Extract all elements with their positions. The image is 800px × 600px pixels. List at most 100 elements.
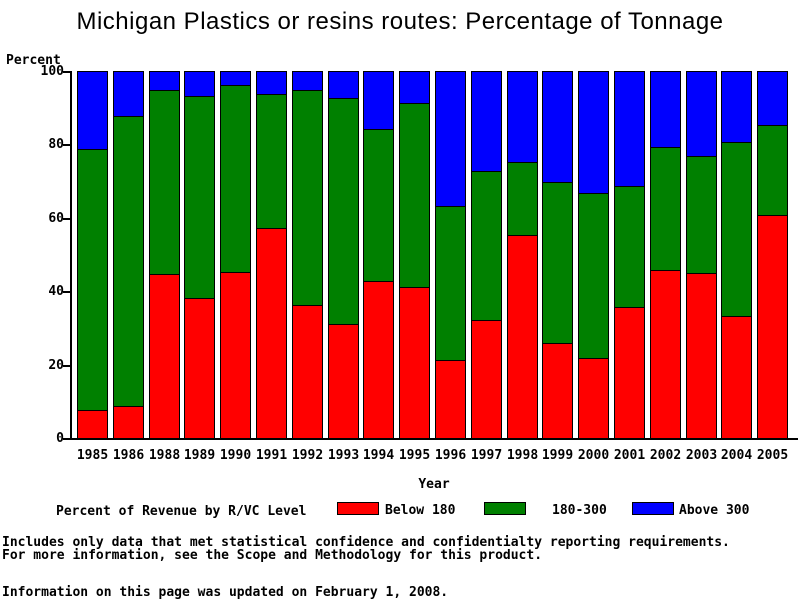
bar-segment-180-300 (722, 142, 751, 316)
stacked-bar (292, 71, 323, 439)
y-tick-label: 100 (40, 64, 64, 79)
bar-segment-180-300 (293, 90, 322, 305)
x-tick-label: 1985 (76, 448, 109, 463)
x-tick-label: 2002 (649, 448, 682, 463)
y-tick-label: 20 (48, 358, 64, 373)
bar-segment-above-300 (436, 72, 465, 206)
y-tick-label: 80 (48, 137, 64, 152)
bar-segment-above-300 (221, 72, 250, 85)
x-tick-label: 1995 (398, 448, 431, 463)
stacked-bar (686, 71, 717, 439)
x-tick-label: 1986 (112, 448, 145, 463)
stacked-bar (507, 71, 538, 439)
bar-segment-below-180 (472, 320, 501, 438)
footnote-line-1: Includes only data that met statistical … (2, 535, 730, 550)
bar-segment-180-300 (114, 116, 143, 406)
bar-segment-above-300 (364, 72, 393, 129)
bar-segment-below-180 (579, 358, 608, 438)
stacked-bar (184, 71, 215, 439)
legend-swatch-below-180 (337, 502, 379, 515)
bar-segment-below-180 (114, 406, 143, 438)
stacked-bar (220, 71, 251, 439)
bar-segment-180-300 (150, 90, 179, 274)
legend-title: Percent of Revenue by R/VC Level (56, 504, 307, 519)
bar-segment-above-300 (472, 72, 501, 171)
bar-segment-below-180 (651, 270, 680, 438)
bar-segment-180-300 (436, 206, 465, 360)
bar-segment-above-300 (687, 72, 716, 156)
bar-segment-180-300 (687, 156, 716, 273)
bar-segment-below-180 (150, 274, 179, 438)
bar-segment-above-300 (758, 72, 787, 125)
bar-segment-below-180 (257, 228, 286, 438)
bar-segment-above-300 (329, 72, 358, 98)
bar-segment-180-300 (579, 193, 608, 358)
x-tick-label: 2000 (577, 448, 610, 463)
footnote-line-2: For more information, see the Scope and … (2, 548, 543, 563)
bar-segment-180-300 (472, 171, 501, 320)
bar-segment-above-300 (150, 72, 179, 90)
x-tick-label: 1999 (541, 448, 574, 463)
bar-segment-above-300 (78, 72, 107, 149)
legend-item-label: Above 300 (679, 503, 750, 518)
x-axis-line (70, 438, 798, 440)
x-tick-label: 1993 (327, 448, 360, 463)
bar-segment-below-180 (543, 343, 572, 438)
bar-segment-below-180 (364, 281, 393, 438)
bar-segment-below-180 (508, 235, 537, 438)
bar-segment-below-180 (687, 273, 716, 438)
x-tick-label: 2001 (613, 448, 646, 463)
bar-segment-180-300 (615, 186, 644, 307)
x-tick-label: 1994 (362, 448, 395, 463)
y-tick-label: 60 (48, 211, 64, 226)
x-tick-label: 1998 (506, 448, 539, 463)
bar-segment-below-180 (293, 305, 322, 438)
x-tick-label: 1991 (255, 448, 288, 463)
x-tick-label: 1990 (219, 448, 252, 463)
legend-item-label: 180-300 (552, 503, 607, 518)
stacked-bar (77, 71, 108, 439)
bar-segment-below-180 (221, 272, 250, 438)
bar-segment-below-180 (436, 360, 465, 438)
y-tick (63, 71, 70, 73)
legend-swatch-above-300 (632, 502, 674, 515)
x-axis-title: Year (418, 477, 450, 492)
stacked-bar (614, 71, 645, 439)
bar-segment-below-180 (78, 410, 107, 438)
stacked-bar (471, 71, 502, 439)
y-tick (63, 291, 70, 293)
stacked-bar (399, 71, 430, 439)
y-tick-label: 0 (56, 431, 64, 446)
bar-segment-180-300 (185, 96, 214, 298)
bar-segment-above-300 (257, 72, 286, 94)
y-tick-label: 40 (48, 284, 64, 299)
updated-date-line: Information on this page was updated on … (2, 585, 449, 600)
bar-segment-above-300 (615, 72, 644, 186)
bar-segment-180-300 (78, 149, 107, 410)
bar-segment-180-300 (221, 85, 250, 272)
bar-segment-above-300 (722, 72, 751, 142)
stacked-bar (721, 71, 752, 439)
bar-segment-above-300 (579, 72, 608, 193)
bar-segment-above-300 (185, 72, 214, 96)
bar-segment-above-300 (651, 72, 680, 147)
bar-segment-180-300 (508, 162, 537, 235)
y-tick (63, 144, 70, 146)
x-tick-label: 2004 (720, 448, 753, 463)
x-tick-label: 1988 (148, 448, 181, 463)
bar-segment-below-180 (615, 307, 644, 438)
x-tick-label: 1992 (291, 448, 324, 463)
bar-segment-below-180 (185, 298, 214, 438)
bar-segment-180-300 (364, 129, 393, 281)
bar-segment-above-300 (508, 72, 537, 162)
stacked-bar (113, 71, 144, 439)
x-tick-label: 1997 (470, 448, 503, 463)
stacked-bar (757, 71, 788, 439)
bar-segment-above-300 (400, 72, 429, 103)
stacked-bar (256, 71, 287, 439)
stacked-bar (149, 71, 180, 439)
stacked-bar (578, 71, 609, 439)
stacked-bar (328, 71, 359, 439)
